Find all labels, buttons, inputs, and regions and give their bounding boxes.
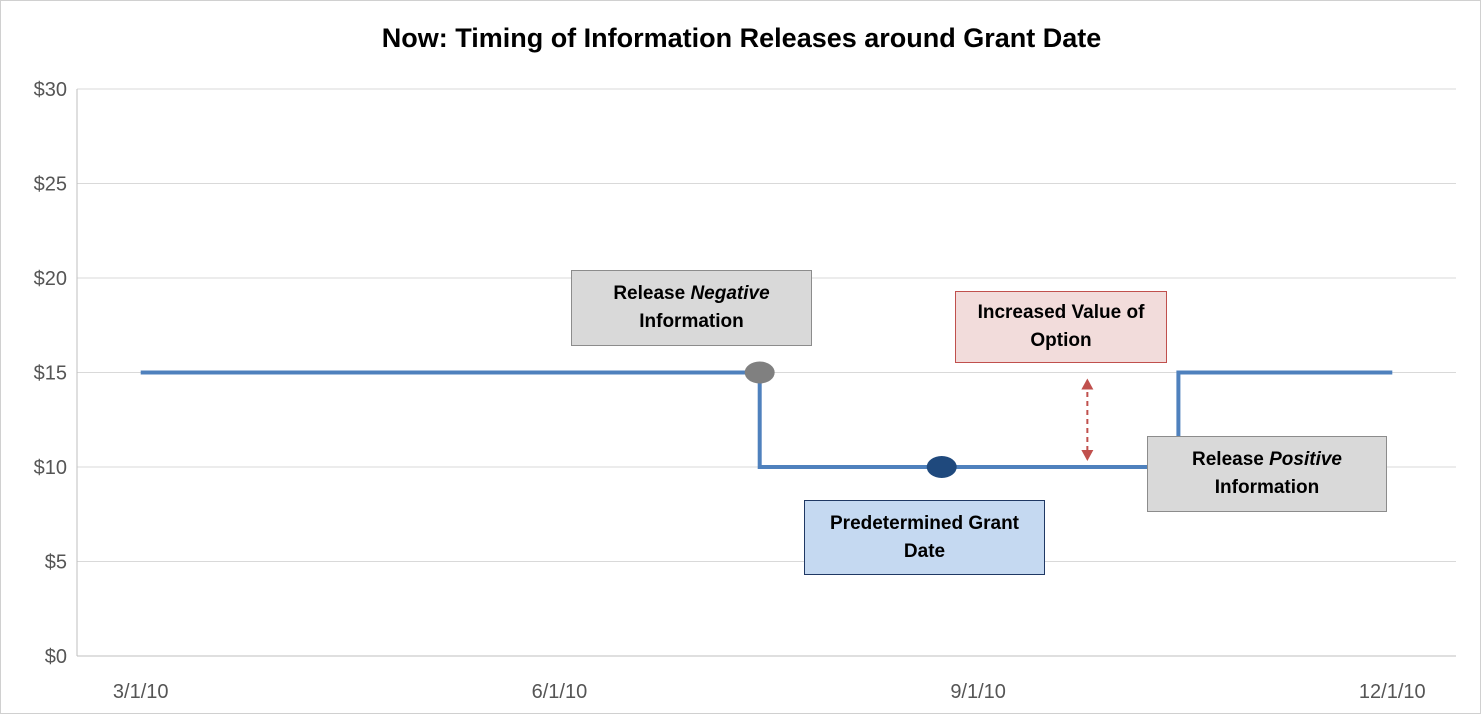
x-tick-label: 3/1/10 — [113, 681, 169, 703]
y-tick-label: $20 — [34, 268, 67, 290]
value-arrow-head-down — [1081, 450, 1094, 461]
annotation-value-line1: Increased Value of — [977, 302, 1145, 323]
y-tick-label: $30 — [34, 79, 67, 101]
y-tick-label: $10 — [34, 457, 67, 479]
annotation-positive-prefix: Release — [1192, 449, 1270, 470]
annotation-value-line2: Option — [1030, 330, 1092, 351]
arrow-layer — [1081, 378, 1094, 461]
y-tick-label: $25 — [34, 174, 67, 196]
annotation-grant-date: Predetermined Grant Date — [804, 500, 1045, 575]
annotation-negative-emph: Negative — [690, 283, 770, 304]
marker-point-0 — [744, 361, 775, 384]
value-arrow-head-up — [1081, 378, 1094, 390]
chart-title: Now: Timing of Information Releases arou… — [381, 23, 1102, 53]
annotation-negative-line2: Information — [639, 311, 744, 332]
x-tick-label: 9/1/10 — [950, 681, 1006, 703]
y-tick-labels: $0 $5 $10 $15 $20 $25 $30 — [34, 79, 67, 668]
annotation-positive-line2: Information — [1214, 477, 1320, 498]
marker-point-1 — [926, 456, 957, 478]
marker-layer — [744, 361, 1194, 478]
x-tick-labels: 3/1/10 6/1/10 9/1/10 12/1/10 — [113, 681, 1426, 703]
y-tick-label: $15 — [34, 363, 67, 385]
y-tick-label: $0 — [45, 646, 67, 668]
annotation-negative-prefix: Release — [613, 283, 691, 304]
series-layer — [140, 370, 1393, 469]
annotation-grant-line1: Predetermined Grant — [830, 512, 1019, 534]
annotation-positive-emph: Positive — [1269, 449, 1342, 470]
x-tick-label: 12/1/10 — [1359, 681, 1426, 703]
annotation-release-negative: Release Negative Information — [571, 270, 812, 346]
annotation-increased-value: Increased Value of Option — [955, 291, 1167, 363]
series-line-0 — [140, 370, 1393, 469]
annotation-grant-line2: Date — [903, 540, 946, 562]
y-tick-label: $5 — [45, 552, 67, 574]
x-tick-label: 6/1/10 — [532, 681, 588, 703]
annotation-release-positive: Release Positive Information — [1147, 436, 1387, 512]
